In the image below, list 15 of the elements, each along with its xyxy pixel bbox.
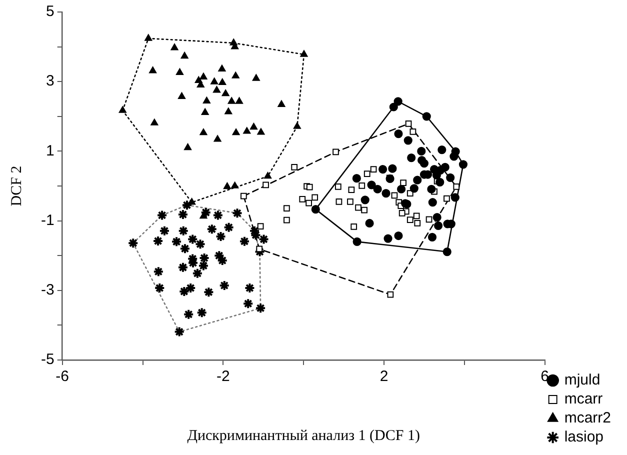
y-axis-title: DCF 2	[8, 166, 25, 206]
y-tick-label: 3	[46, 72, 54, 90]
legend-label: mcarr	[564, 390, 603, 408]
legend-label: lasiop	[564, 428, 604, 446]
x-axis-title: Дискриминантный анализ 1 (DCF 1)	[187, 428, 420, 444]
legend-label: mcarr2	[564, 410, 611, 427]
x-tick-label: 2	[380, 368, 388, 386]
x-tick-label: -6	[56, 368, 70, 386]
x-tick-label: -2	[216, 368, 230, 386]
y-tick-label: -1	[40, 212, 54, 229]
y-tick-label: 1	[46, 142, 54, 160]
y-tick-label: -3	[40, 282, 54, 299]
y-tick-label: -5	[40, 351, 54, 368]
legend-label: mjuld	[564, 372, 600, 389]
y-tick-label: 5	[46, 3, 54, 20]
